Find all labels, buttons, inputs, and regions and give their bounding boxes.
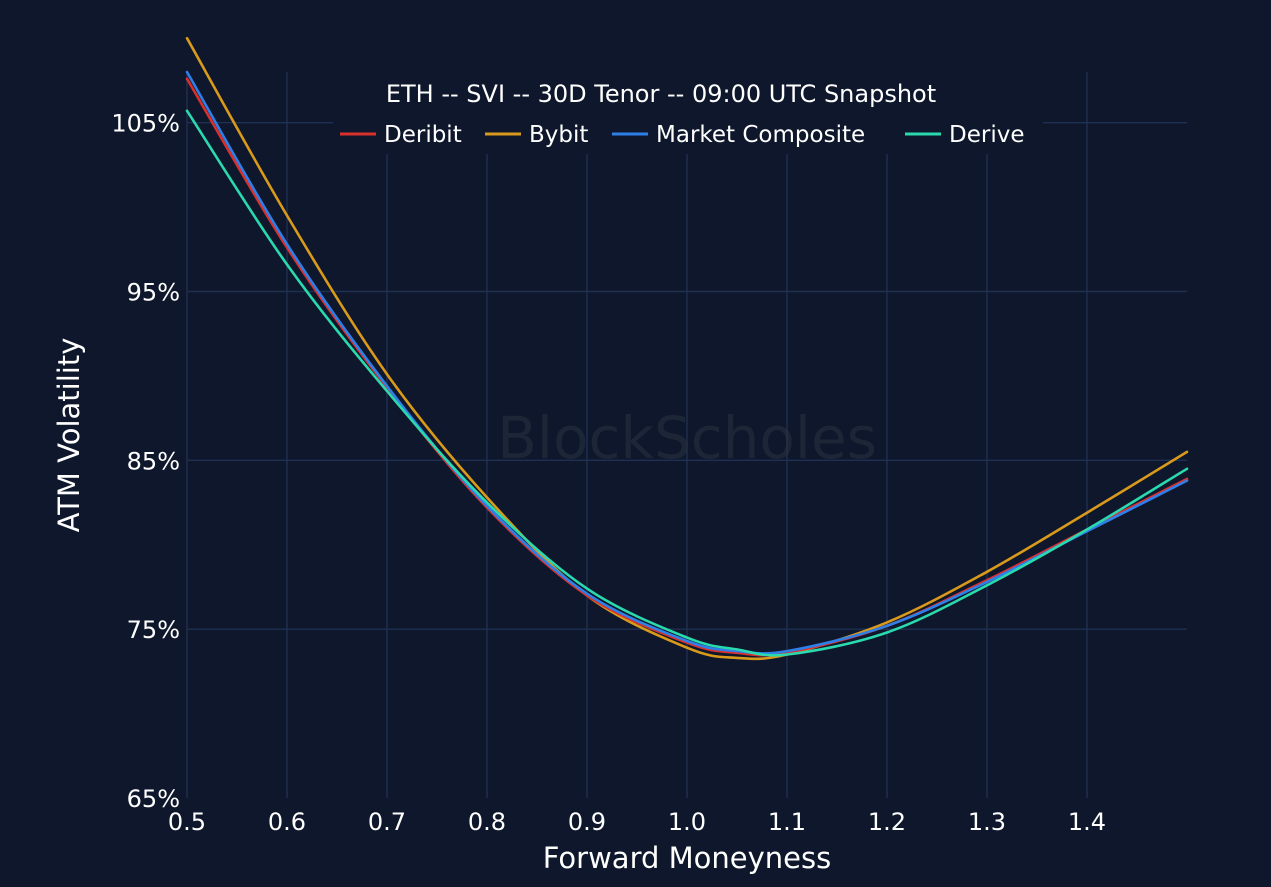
x-tick-label: 1.1 [768,808,806,836]
x-tick-label: 1.2 [868,808,906,836]
x-tick-label: 0.7 [368,808,406,836]
y-tick-label: 95% [127,278,180,306]
series-line-bybit [185,36,1189,661]
x-tick-label: 1.0 [668,808,706,836]
y-tick-label: 105% [111,110,180,138]
series-line-deribit [185,77,1189,657]
x-tick-label: 1.4 [1068,808,1106,836]
series-line-derive [185,109,1189,657]
legend-label: Deribit [384,122,462,148]
legend: Deribit Bybit Market Composite Derive [340,122,1024,148]
x-tick-label: 0.6 [268,808,306,836]
x-tick-label: 0.9 [568,808,606,836]
y-tick-label: 65% [127,785,180,813]
legend-label: Derive [949,122,1024,148]
series-line-market-composite [185,70,1189,655]
y-axis-title: ATM Volatility [52,338,86,533]
chart-title: ETH -- SVI -- 30D Tenor -- 09:00 UTC Sna… [386,80,936,108]
legend-background [333,72,1043,154]
legend-label: Bybit [529,122,588,148]
x-axis-ticks: 0.5 0.6 0.7 0.8 0.9 1.0 1.1 1.2 1.3 1.4 [168,808,1106,836]
y-axis-ticks: 65% 75% 85% 95% 105% [111,110,180,813]
x-tick-label: 0.5 [168,808,206,836]
watermark: BlockScholes [497,404,877,472]
series-layer [185,36,1189,661]
y-tick-label: 85% [127,447,180,475]
x-tick-label: 1.3 [968,808,1006,836]
legend-label: Market Composite [656,122,865,148]
x-axis-title: Forward Moneyness [543,841,831,875]
y-tick-label: 75% [127,616,180,644]
x-tick-label: 0.8 [468,808,506,836]
